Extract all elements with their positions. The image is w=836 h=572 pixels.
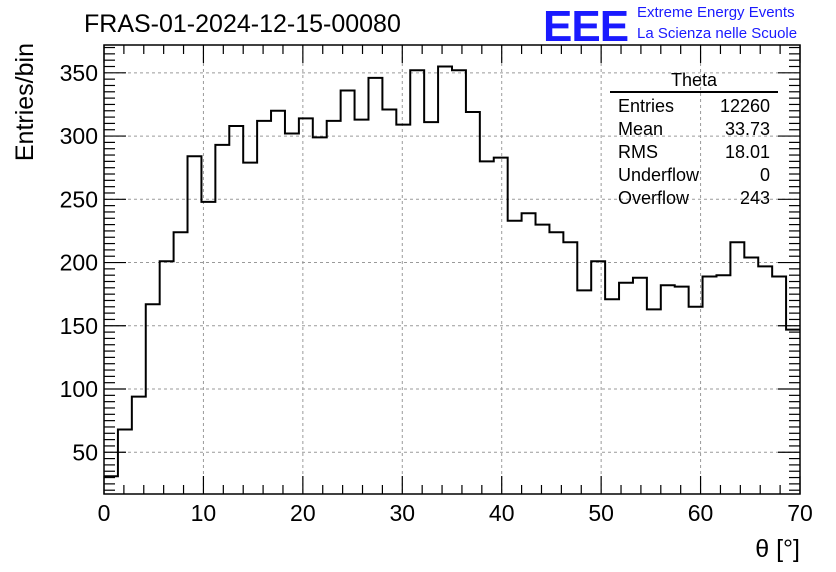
stats-row-overflow: Overflow 243 bbox=[610, 187, 778, 210]
stats-label: Overflow bbox=[618, 188, 690, 208]
brand-line-2: La Scienza nelle Scuole bbox=[637, 25, 798, 42]
y-tick-label: 350 bbox=[60, 60, 98, 86]
brand-line-1: Extreme Energy Events bbox=[637, 4, 795, 21]
x-tick-label: 10 bbox=[191, 500, 217, 526]
axis-ticks bbox=[103, 45, 801, 494]
stats-value: 12260 bbox=[719, 96, 770, 116]
stats-label: RMS bbox=[618, 142, 658, 162]
y-tick-label: 200 bbox=[60, 250, 98, 276]
y-tick-label: 250 bbox=[60, 186, 98, 212]
x-tick-label: 20 bbox=[290, 500, 316, 526]
stats-value: 0 bbox=[759, 165, 770, 185]
stats-value: 33.73 bbox=[724, 119, 770, 139]
stats-value: 18.01 bbox=[724, 142, 770, 162]
y-axis-label: Entries/bin bbox=[11, 43, 39, 161]
stats-value: 243 bbox=[739, 188, 770, 208]
stats-row-entries: Entries 12260 bbox=[610, 95, 778, 118]
stats-title: Theta bbox=[610, 70, 778, 93]
stats-box: Theta Entries 12260 Mean 33.73 RMS 18.01… bbox=[610, 70, 778, 210]
x-tick-label: 0 bbox=[98, 500, 111, 526]
x-tick-label: 40 bbox=[489, 500, 515, 526]
x-tick-label: 30 bbox=[389, 500, 415, 526]
y-tick-label: 50 bbox=[72, 439, 98, 465]
stats-label: Mean bbox=[618, 119, 664, 139]
x-tick-label: 50 bbox=[588, 500, 614, 526]
plot-frame bbox=[103, 44, 801, 495]
stats-row-mean: Mean 33.73 bbox=[610, 118, 778, 141]
eee-logo: EEE bbox=[543, 2, 629, 51]
stats-label: Underflow bbox=[618, 165, 700, 185]
chart-title: FRAS-01-2024-12-15-00080 bbox=[84, 10, 401, 38]
stats-row-underflow: Underflow 0 bbox=[610, 164, 778, 187]
stats-label: Entries bbox=[618, 96, 675, 116]
y-tick-label: 150 bbox=[60, 313, 98, 339]
y-tick-label: 300 bbox=[60, 123, 98, 149]
histogram-line bbox=[104, 65, 800, 478]
y-tick-label: 100 bbox=[60, 376, 98, 402]
stats-row-rms: RMS 18.01 bbox=[610, 141, 778, 164]
x-tick-label: 60 bbox=[688, 500, 714, 526]
grid-lines bbox=[104, 45, 800, 494]
x-tick-label: 70 bbox=[787, 500, 813, 526]
x-axis-label: θ [°] bbox=[755, 535, 800, 563]
tick-labels: 0 10 20 30 40 50 60 70 50 100 150 200 250 300 350 bbox=[60, 60, 813, 526]
